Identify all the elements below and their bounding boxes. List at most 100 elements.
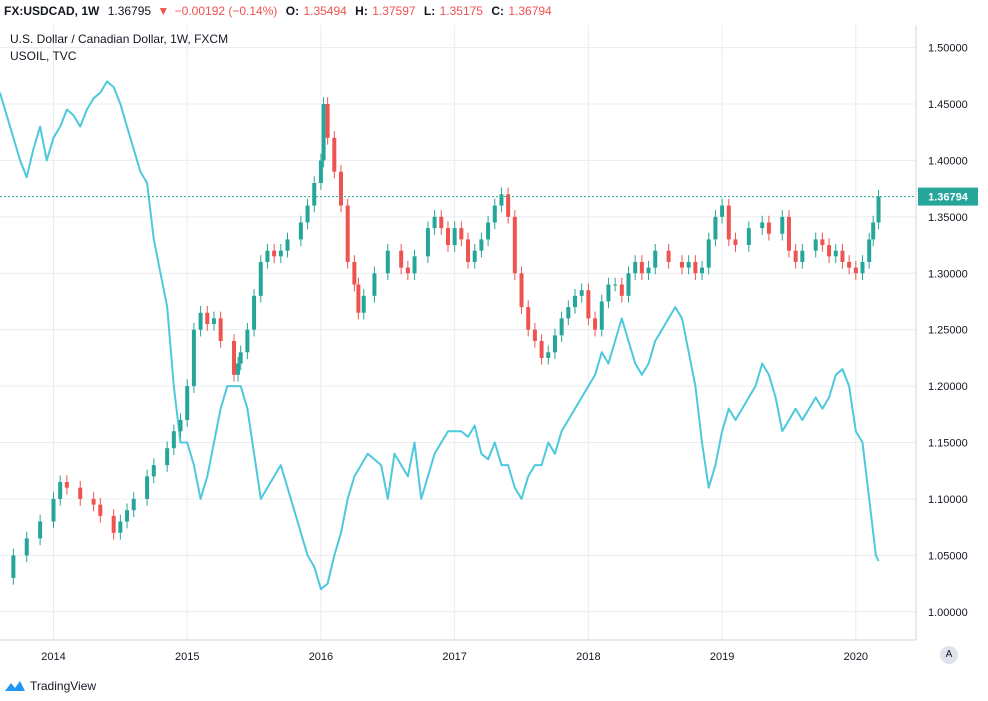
usdcad-candle-body (519, 273, 524, 308)
close-value: 1.36794 (508, 4, 552, 18)
current-price-label: 1.36794 (928, 192, 969, 204)
usdcad-candle-body (361, 295, 366, 313)
usdcad-candle-body (686, 261, 691, 268)
usdcad-candle-body (860, 261, 865, 274)
usdcad-candle-body (78, 487, 83, 499)
usdcad-candle-body (666, 250, 671, 262)
usdcad-candle-body (338, 171, 343, 206)
usdcad-candle-body (606, 284, 611, 302)
usdcad-candle-body (492, 205, 497, 223)
usdcad-candle-body (245, 329, 250, 353)
usdcad-candle-body (599, 301, 604, 330)
symbol-header: FX:USDCAD, 1W 1.36795 ▼ −0.00192 (−0.14%… (0, 0, 988, 22)
usdcad-candle-body (165, 448, 170, 466)
usdcad-candle-body (412, 256, 417, 274)
usdcad-candle-body (399, 250, 404, 268)
open-label: O: (285, 4, 300, 18)
usdcad-candle-body (278, 250, 283, 257)
usdcad-candle-body (786, 216, 791, 251)
low-label: L: (423, 4, 436, 18)
usdcad-candle-body (58, 482, 63, 499)
usdcad-candle-body (546, 352, 551, 358)
usdcad-candle-body (613, 284, 618, 286)
y-tick-label: 1.45000 (928, 99, 968, 111)
high-value: 1.37597 (372, 4, 416, 18)
usdcad-candle-body (766, 222, 771, 234)
usdcad-candle-body (151, 465, 156, 477)
chart-axes (0, 25, 917, 641)
usdcad-candle-body (653, 250, 658, 268)
auto-scale-button[interactable]: A (940, 646, 958, 664)
x-tick-label: 2014 (41, 651, 65, 663)
overlay-series-legend[interactable]: USOIL, TVC (10, 49, 77, 63)
usdcad-candle-body (236, 363, 241, 375)
high-label: H: (355, 4, 368, 18)
usdcad-candle-body (619, 284, 624, 296)
usdcad-candle-body (646, 267, 651, 274)
y-tick-label: 1.10000 (928, 494, 968, 506)
usdcad-candle-body (238, 352, 243, 364)
usdcad-candle-body (512, 216, 517, 274)
usdcad-candle-body (876, 196, 881, 223)
usdcad-candle-body (372, 273, 377, 296)
usdcad-candle-body (472, 250, 477, 262)
usdcad-candle-body (118, 521, 123, 533)
usdcad-candle-body (573, 295, 578, 308)
usdcad-candle-body (321, 103, 326, 161)
symbol-label[interactable]: FX:USDCAD, 1W (4, 4, 100, 18)
usdcad-candle-body (733, 239, 738, 246)
x-tick-label: 2015 (175, 651, 199, 663)
usdcad-candle-body (272, 250, 277, 257)
usdcad-candle-body (11, 555, 16, 578)
usdcad-candle-body (827, 245, 832, 257)
usdcad-candle-body (840, 250, 845, 262)
usdcad-candle-body (111, 515, 116, 533)
usdcad-candle-body (131, 498, 136, 511)
usdcad-candle-body (539, 340, 544, 358)
main-series-legend[interactable]: U.S. Dollar / Canadian Dollar, 1W, FXCM (10, 32, 228, 46)
usoil-line (0, 80, 880, 591)
brand-label: TradingView (30, 679, 97, 693)
usdcad-candle-body (445, 228, 450, 246)
usdcad-candle-body (780, 216, 785, 234)
usdcad-candle-body (218, 318, 223, 341)
current-price-tag: 1.36794 (0, 187, 978, 206)
y-tick-label: 1.35000 (928, 212, 968, 224)
usdcad-candle-body (425, 228, 430, 257)
usdcad-candle-body (526, 307, 531, 330)
usdcad-candle-body (713, 216, 718, 240)
usdcad-candle-body (345, 205, 350, 262)
chart-grid (0, 25, 916, 640)
usdcad-candle-body (486, 222, 491, 240)
usdcad-candle-body (145, 476, 150, 499)
y-tick-label: 1.25000 (928, 325, 968, 337)
y-tick-label: 1.20000 (928, 381, 968, 393)
usdcad-candle-body (211, 318, 216, 325)
usdcad-candle-body (693, 261, 698, 274)
tradingview-watermark[interactable]: TradingView (4, 676, 96, 696)
usdcad-candle-body (171, 431, 176, 449)
usdcad-candle-body (639, 261, 644, 274)
open-value: 1.35494 (303, 4, 347, 18)
usdcad-candle-body (332, 137, 337, 172)
usdcad-candle-body (198, 312, 203, 330)
usdcad-candle-body (871, 222, 876, 240)
usdcad-candle-body (626, 273, 631, 296)
usdcad-candle-body (356, 284, 361, 313)
usdcad-candle-body (285, 239, 290, 251)
usdcad-candle-body (439, 216, 444, 229)
usdcad-candle-body (853, 267, 858, 274)
usdcad-candle-body (191, 329, 196, 387)
usdcad-candle-body (586, 290, 591, 319)
usdcad-candle-body (760, 222, 765, 229)
usdcad-candle-body (312, 182, 317, 206)
usdcad-candle-body (479, 239, 484, 251)
usdcad-candle-body (232, 340, 237, 375)
x-tick-label: 2016 (309, 651, 333, 663)
usdcad-candle-body (746, 228, 751, 246)
usdcad-candle-body (178, 419, 183, 432)
usdcad-candle-body (205, 312, 210, 325)
usdcad-candle-body (793, 250, 798, 262)
usdcad-candle-body (813, 239, 818, 251)
